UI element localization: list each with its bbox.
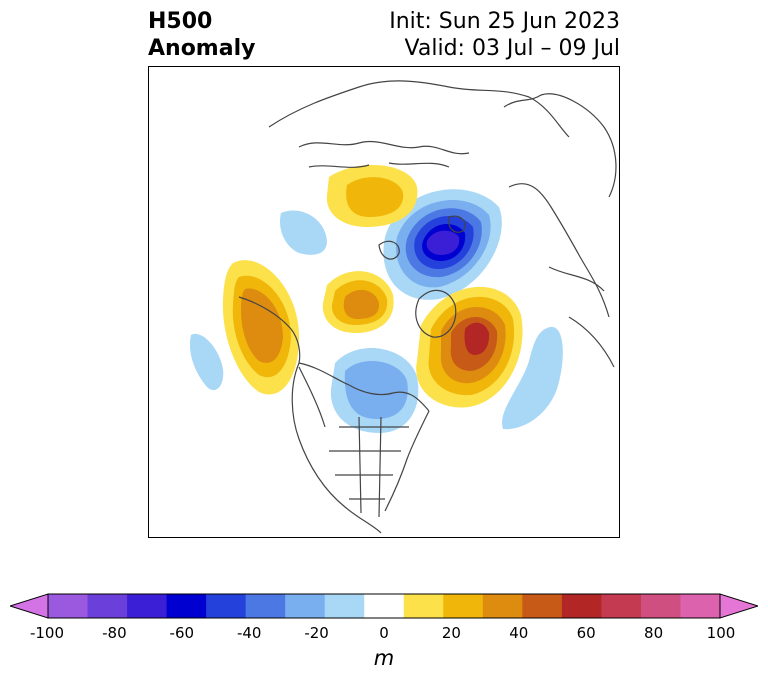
ridge-north-pacific <box>222 260 299 395</box>
colorbar-svg <box>8 593 760 619</box>
colorbar-segment <box>403 594 444 618</box>
colorbar-segment <box>206 594 247 618</box>
colorbar-extend-min <box>8 593 49 619</box>
colorbar-tick-label: 80 <box>644 624 664 642</box>
colorbar-segment <box>245 594 286 618</box>
valid-range: Valid: 03 Jul – 09 Jul <box>404 36 620 61</box>
anomaly-map <box>148 66 620 538</box>
init-date: Init: Sun 25 Jun 2023 <box>389 9 620 34</box>
colorbar-tick-label: -80 <box>102 624 127 642</box>
trough-east-pacific <box>189 333 224 391</box>
title-variable: H500 <box>148 9 213 34</box>
colorbar-tick-label: -60 <box>169 624 195 642</box>
trough-asia <box>279 210 327 255</box>
colorbar-segment <box>87 594 128 618</box>
colorbar-extend-max <box>719 593 760 619</box>
title-anomaly: Anomaly <box>148 36 256 61</box>
ridge-east-asia <box>326 164 418 227</box>
anomaly-fills <box>189 164 563 433</box>
colorbar-segment <box>640 594 681 618</box>
colorbar-tick-label: -20 <box>304 624 329 642</box>
colorbar-segment <box>285 594 326 618</box>
colorbar-tick-label: 40 <box>509 624 529 642</box>
colorbar <box>8 590 760 622</box>
colorbar-ticks: -100 -80 -60 -40 -20 0 20 40 60 80 100 <box>0 624 768 644</box>
colorbar-tick-label: 60 <box>576 624 596 642</box>
trough-east-atlantic <box>502 326 563 430</box>
colorbar-segment <box>166 594 207 618</box>
colorbar-segment <box>127 594 168 618</box>
colorbar-segment <box>680 594 721 618</box>
colorbar-segment <box>561 594 602 618</box>
colorbar-tick-label: -100 <box>29 624 65 642</box>
map-svg <box>189 80 617 534</box>
colorbar-outline <box>47 593 721 619</box>
colorbar-segment <box>324 594 365 618</box>
colorbar-segment <box>48 594 89 618</box>
coastlines-and-borders <box>238 80 617 534</box>
colorbar-tick-label: 0 <box>379 624 389 642</box>
ridge-north-atlantic-greenland <box>416 286 523 408</box>
colorbar-unit: m <box>373 646 395 670</box>
trough-hudson-bay-eastern-canada <box>330 348 419 433</box>
trough-siberia-pole <box>383 189 502 300</box>
colorbar-tick-label: 20 <box>441 624 461 642</box>
colorbar-segment <box>601 594 642 618</box>
colorbar-segment <box>364 594 405 618</box>
colorbar-segment <box>443 594 484 618</box>
colorbar-segment <box>522 594 563 618</box>
colorbar-tick-label: -40 <box>236 624 262 642</box>
chart-subtitle: Init: Sun 25 Jun 2023 Valid: 03 Jul – 09… <box>389 8 620 62</box>
colorbar-segment <box>482 594 523 618</box>
ridge-arctic-canada <box>322 271 394 333</box>
colorbar-tick-label: 100 <box>706 624 736 642</box>
chart-title: H500 Anomaly <box>148 8 255 62</box>
